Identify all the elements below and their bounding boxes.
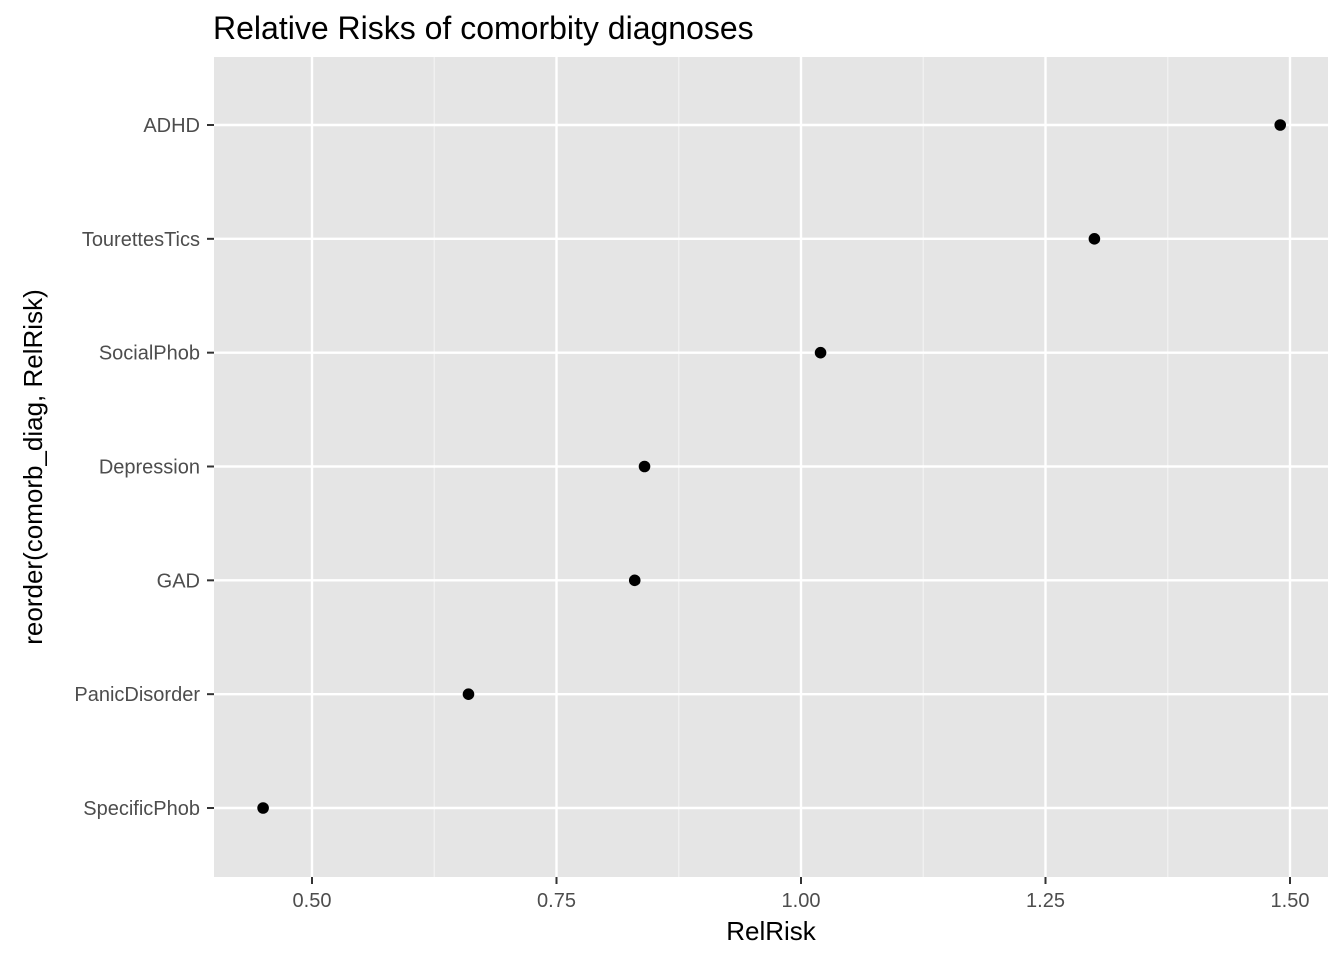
y-tick-label: SpecificPhob bbox=[83, 798, 200, 820]
y-axis: SpecificPhob PanicDisorder GAD Depression So… bbox=[74, 115, 214, 820]
y-tick-label: Depression bbox=[99, 457, 200, 479]
x-axis: 0.50 0.75 1.00 1.25 1.50 bbox=[293, 877, 1310, 912]
data-point bbox=[638, 460, 651, 473]
x-tick-label: 1.50 bbox=[1271, 890, 1310, 912]
data-point bbox=[1274, 119, 1287, 131]
y-axis-title: reorder(comorb_diag, RelRisk) bbox=[18, 289, 48, 644]
data-point bbox=[257, 802, 269, 814]
data-point bbox=[1088, 233, 1101, 245]
y-tick-label: TourettesTics bbox=[82, 229, 200, 251]
y-tick-label: ADHD bbox=[143, 115, 200, 137]
major-gridlines bbox=[214, 57, 1328, 877]
y-tick-label: SocialPhob bbox=[99, 343, 200, 365]
y-tick-label: GAD bbox=[157, 570, 200, 592]
chart-title: Relative Risks of comorbity diagnoses bbox=[213, 10, 754, 46]
y-tick-label: PanicDisorder bbox=[74, 684, 200, 706]
data-points bbox=[257, 119, 1287, 814]
x-tick-label: 0.75 bbox=[537, 890, 576, 912]
data-point bbox=[628, 574, 641, 587]
data-point bbox=[462, 688, 475, 700]
x-axis-title: RelRisk bbox=[726, 916, 817, 946]
x-tick-label: 1.00 bbox=[782, 890, 821, 912]
x-tick-label: 0.50 bbox=[293, 890, 332, 912]
x-tick-label: 1.25 bbox=[1026, 890, 1065, 912]
data-point bbox=[814, 346, 827, 359]
